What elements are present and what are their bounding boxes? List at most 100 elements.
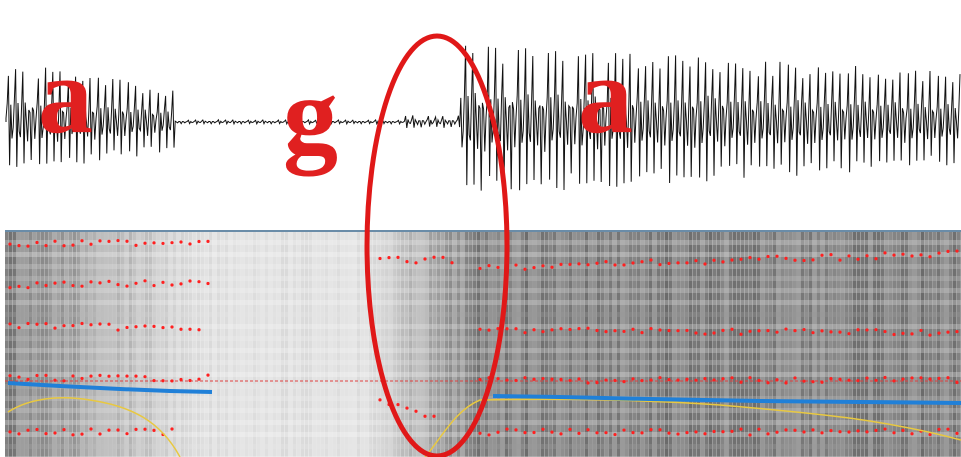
formant-dot [125,284,129,288]
formant-dot [901,252,905,256]
formant-dot [405,260,409,264]
formant-dot [586,326,590,330]
pitch-track [492,394,961,405]
formant-dot [134,427,138,431]
formant-dot [71,323,75,328]
formant-dot [487,264,491,268]
formant-dot [62,324,66,328]
formant-dot [26,286,30,290]
formant-dot [152,283,156,288]
formant-dot [586,428,590,432]
formant-dot [62,428,66,432]
formant-dot [784,428,788,432]
formant-dot [775,430,779,434]
formant-dot [89,242,93,246]
formant-dot [152,428,156,432]
formant-dot [170,241,174,245]
formant-dot [35,373,39,378]
formant-dot [676,329,680,333]
formant-dot [604,260,608,264]
formant-dot [98,239,102,243]
formant-dot [44,373,48,377]
formant-dot [62,280,66,284]
formant-dot [107,279,111,284]
formant-dot [98,322,102,326]
formant-dot [757,378,761,383]
formant-dot [478,431,482,435]
formant-dot [694,331,698,335]
formant-dot [928,432,932,437]
formant-dot [901,377,905,381]
formant-dot [901,331,905,335]
formant-dot [98,281,102,285]
formant-dot [197,280,201,284]
formant-dot [188,242,192,246]
formant-dot [955,329,959,334]
formant-dot [107,322,111,326]
formant-dot [622,428,626,432]
formant-dot [955,380,959,385]
formant-dot [514,378,518,383]
formant-dot [820,253,824,257]
formant-dot [53,326,57,330]
formant-dot [8,322,12,326]
formant-dot [26,321,30,326]
formant-dot [658,376,662,380]
formant-dot [766,329,770,333]
formant-dot [496,327,500,331]
formant-dot [910,332,914,336]
formant-dot [928,377,932,381]
formant-dot [865,254,869,258]
formant-dot [432,414,436,418]
formant-dot [802,430,806,434]
formant-dot [838,430,842,434]
formant-dot [550,265,554,269]
formant-dot [116,328,120,332]
formant-dot [116,282,120,287]
formant-dot [685,430,689,435]
formant-dot [595,431,599,435]
formant-dot [71,283,75,288]
formant-dot [856,257,860,261]
formant-dot [107,428,111,432]
formant-dot [775,330,779,334]
formant-dot [125,325,129,330]
formant-dot [721,328,725,333]
formant-dot [928,255,932,259]
formant-dot [206,373,210,377]
formant-dot [802,327,806,332]
segment-label: a [578,34,633,156]
formant-dot [748,255,752,260]
formant-dot [143,241,147,245]
formant-dot [829,330,833,334]
formant-dot [622,329,626,334]
formant-dot [820,380,824,384]
formant-dot [811,380,815,384]
formant-dot [432,255,436,259]
formant-dot [35,322,39,326]
formant-dot [17,432,21,436]
formant-dot [649,428,653,432]
formant-dot [784,256,788,261]
formant-dot [134,281,138,285]
formant-dot [757,427,761,431]
formant-dot [523,331,527,335]
formant-dot [98,373,102,377]
formant-dot [532,377,536,381]
formant-dot [80,321,84,326]
formant-dot [946,330,950,334]
formant-dot [568,327,572,332]
formant-dot [748,376,752,380]
formant-dot [487,328,491,332]
formant-dot [559,377,563,381]
intensity-curve [7,396,181,457]
formant-dot [532,328,536,332]
formant-dot [892,431,896,435]
formant-dot [505,427,509,431]
formant-dot [748,329,752,333]
formant-dot [658,263,662,267]
formant-dot [874,257,878,261]
formant-dot [631,431,635,435]
formant-dot [170,379,174,383]
formant-dot [919,328,923,333]
